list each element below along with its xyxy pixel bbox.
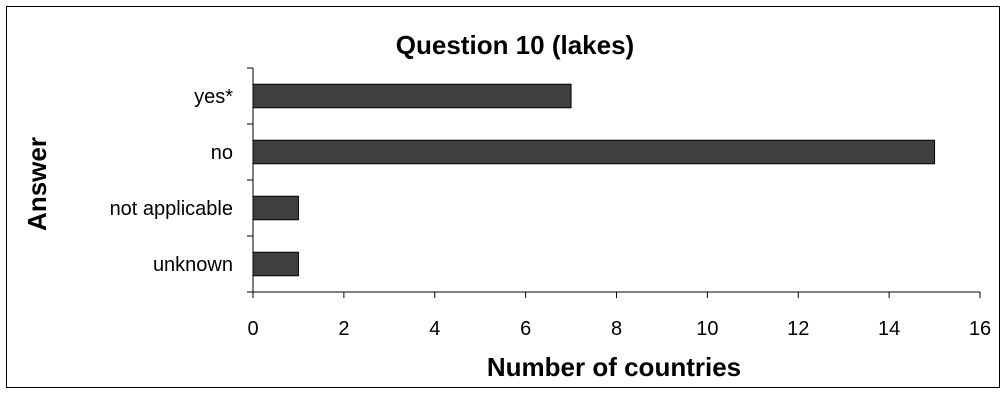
x-tick-label-1: 2 (338, 318, 349, 340)
x-tick-label-6: 12 (787, 318, 809, 340)
bar-0 (252, 83, 572, 109)
x-axis-title: Number of countries (487, 352, 741, 382)
plot-area: yes* no not applicable unknown 0 2 4 6 8 10 12 14 16 (110, 67, 991, 340)
x-tick-label-0: 0 (247, 318, 258, 340)
chart-frame (6, 6, 1000, 388)
y-axis-title: Answer (22, 137, 52, 231)
x-tick-label-4: 8 (611, 318, 622, 340)
x-tick-label-7: 14 (878, 318, 900, 340)
x-tick-label-5: 10 (696, 318, 718, 340)
chart-title: Question 10 (lakes) (396, 30, 634, 60)
x-tick-label-8: 16 (969, 318, 991, 340)
x-tick-label-3: 6 (520, 318, 531, 340)
y-tick-label-0: yes* (194, 86, 233, 108)
bar-2 (252, 195, 299, 221)
y-tick-label-2: not applicable (110, 198, 233, 220)
x-tick-label-2: 4 (429, 318, 440, 340)
bar-3 (252, 251, 299, 277)
y-tick-label-3: unknown (153, 254, 233, 276)
bar-1 (252, 139, 936, 165)
y-tick-label-1: no (211, 142, 233, 164)
